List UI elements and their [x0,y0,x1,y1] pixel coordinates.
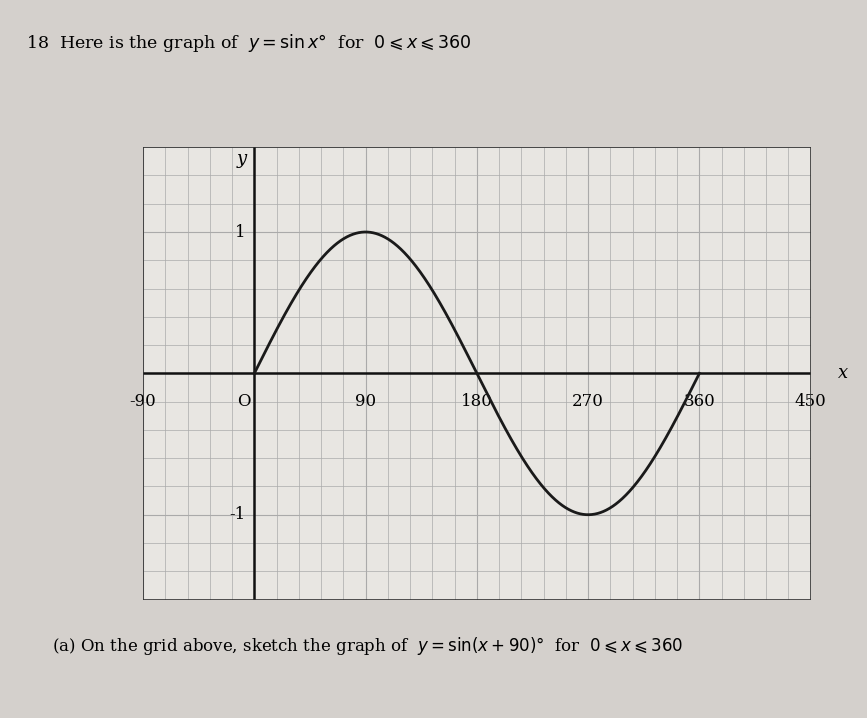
Text: -90: -90 [130,393,156,410]
Text: -1: -1 [230,506,245,523]
Text: 90: 90 [355,393,376,410]
Text: 450: 450 [795,393,826,410]
Text: 270: 270 [572,393,604,410]
Text: 1: 1 [235,223,245,241]
Text: y: y [237,150,247,168]
Text: 180: 180 [461,393,492,410]
Text: O: O [237,393,251,410]
Text: (a) On the grid above, sketch the graph of  $y = \mathrm{sin}(x + 90)°$  for  $0: (a) On the grid above, sketch the graph … [52,635,683,658]
Text: x: x [838,364,848,383]
Text: 360: 360 [683,393,715,410]
Text: 18  Here is the graph of  $y = \mathrm{sin}\,x°$  for  $0 \leqslant x \leqslant : 18 Here is the graph of $y = \mathrm{sin… [26,32,472,55]
